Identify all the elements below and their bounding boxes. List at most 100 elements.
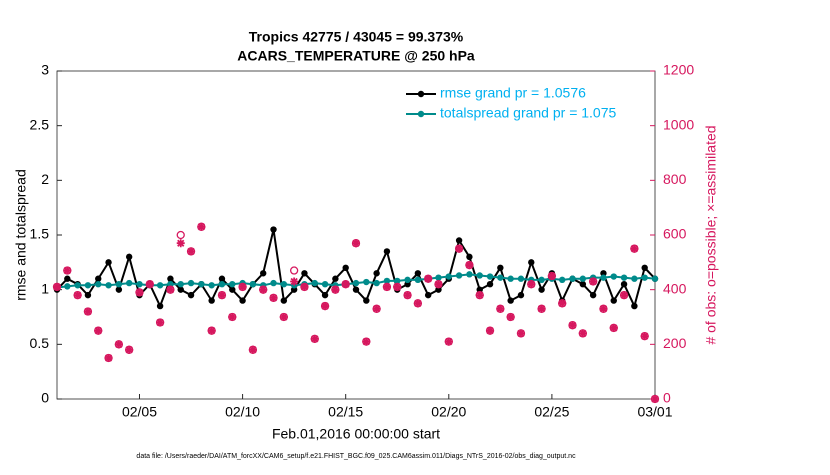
y-tick-label: 1.5 [30,226,50,242]
obs-assimilated [104,354,113,362]
point [383,248,391,255]
point [497,264,504,271]
point [301,270,308,277]
point [424,291,432,299]
y2-tick-label: 1200 [663,62,694,78]
point [270,279,277,287]
obs-assimilated [506,313,515,321]
point [84,282,92,289]
y2-tick-label: 600 [663,226,687,242]
y-tick-label: 3 [41,62,49,78]
y-axis-label: rmse and totalspread [13,169,29,301]
point [589,291,597,299]
obs-assimilated [176,239,185,248]
point [218,275,226,282]
obs-assimilated [187,247,196,256]
obs-assimilated [475,291,484,300]
y-tick-label: 0 [41,390,49,406]
point [383,277,391,285]
footnote: data file: /Users/raeder/DAI/ATM_forcXX/… [136,453,576,460]
point [187,279,195,287]
point [600,270,607,277]
point [136,281,143,288]
y2-tick-label: 200 [663,335,687,351]
point [373,279,380,287]
legend-label: totalspread grand pr = 1.075 [440,105,617,121]
point [167,281,174,288]
point [342,264,349,271]
obs-assimilated [290,277,299,286]
point [486,281,494,288]
obs-assimilated [228,313,237,321]
x-tick-label: 02/10 [225,404,260,420]
legend-label: rmse grand pr = 1.0576 [440,85,586,101]
point [156,302,164,310]
x-tick-label: 02/20 [431,404,466,420]
obs-assimilated [217,291,226,300]
obs-assimilated [372,304,381,313]
point [105,259,112,266]
point [476,286,483,293]
obs-assimilated [630,244,639,253]
obs-assimilated [53,282,61,291]
point [218,281,226,288]
chart-subtitle: ACARS_TEMPERATURE @ 250 hPa [237,48,475,64]
point [455,272,463,279]
obs-assimilated [352,239,360,248]
point [352,286,360,293]
point [105,282,112,289]
point [177,281,184,288]
obs-assimilated [620,291,629,300]
point [538,286,545,293]
point [363,297,370,304]
obs-assimilated [547,272,556,280]
point [363,278,370,286]
obs-assimilated [362,337,371,346]
obs-assimilated [537,304,546,313]
point [239,297,246,304]
point [579,275,587,282]
legend-box [401,79,649,129]
point [486,273,494,280]
obs-assimilated [516,329,525,338]
point [280,297,288,304]
point [497,274,504,281]
point [435,286,442,293]
point [84,291,92,299]
point [538,276,545,284]
point [476,272,483,279]
obs-assimilated [496,304,505,313]
obs-assimilated [238,282,247,291]
point [507,275,514,282]
point [517,291,525,299]
obs-assimilated [589,277,598,286]
obs-assimilated [83,307,92,316]
obs-assimilated [413,299,422,308]
point [620,281,628,288]
point [290,286,298,293]
point [156,282,164,289]
y2-tick-label: 0 [663,390,671,406]
legend-marker [417,90,425,98]
point [229,281,236,288]
obs-possible [289,266,299,275]
chart-title: Tropics 42775 / 43045 = 99.373% [249,29,464,45]
x-tick-label: 02/25 [534,404,569,420]
point [517,275,525,282]
obs-assimilated [73,291,82,300]
obs-assimilated [125,345,134,354]
point [455,237,463,244]
point [352,279,360,287]
point [321,281,329,288]
point [631,302,638,310]
point [445,273,452,280]
y-tick-label: 2.5 [30,116,50,132]
y-tick-label: 1 [41,280,49,296]
point [177,286,184,293]
obs-assimilated [321,302,330,311]
point [64,275,71,282]
y2-tick-label: 400 [663,280,687,296]
